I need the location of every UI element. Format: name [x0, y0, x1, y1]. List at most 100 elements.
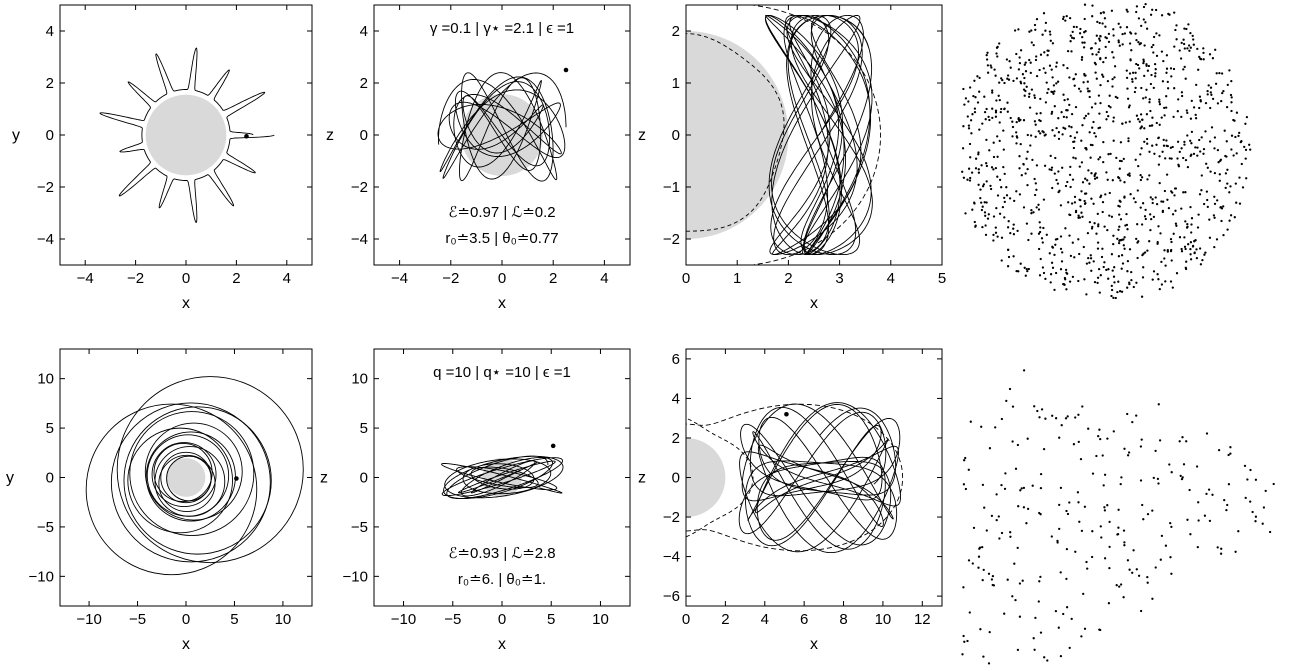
section-point [1098, 39, 1102, 42]
section-point [1044, 133, 1047, 136]
section-point [1196, 47, 1199, 51]
section-point [1048, 64, 1052, 67]
section-point [1015, 131, 1018, 134]
x-axis-label: x [810, 295, 818, 312]
section-point [1154, 566, 1157, 569]
section-point [1238, 202, 1242, 205]
section-point [1213, 171, 1217, 175]
section-point [1170, 471, 1173, 474]
section-point [1240, 162, 1243, 166]
section-point [1016, 229, 1019, 233]
section-point [1182, 191, 1185, 194]
section-point [1025, 157, 1028, 160]
section-point [1205, 162, 1208, 165]
section-point [1154, 196, 1157, 199]
section-point [982, 568, 985, 572]
section-point [1009, 116, 1012, 120]
section-point [985, 138, 988, 142]
start-point [234, 476, 239, 481]
section-point [1144, 96, 1147, 99]
section-point [1105, 110, 1108, 114]
section-point [1149, 196, 1152, 199]
section-point [1213, 245, 1216, 249]
section-point [1121, 43, 1124, 46]
x-tick-label: 5 [230, 611, 238, 628]
section-point [1118, 199, 1121, 202]
section-point [1230, 134, 1234, 137]
section-point [1139, 206, 1142, 209]
section-point [1170, 75, 1173, 78]
section-point [1207, 488, 1211, 491]
section-point [1126, 87, 1129, 90]
section-point [974, 157, 978, 160]
section-point [1050, 110, 1054, 114]
section-point [1007, 248, 1010, 252]
section-point [1123, 236, 1126, 239]
section-point [990, 578, 994, 581]
section-point [976, 75, 979, 78]
section-point [1136, 189, 1139, 192]
section-point [1142, 518, 1145, 521]
section-point [998, 81, 1001, 84]
section-point [1086, 87, 1089, 90]
section-point [1128, 282, 1131, 286]
section-point [1164, 157, 1167, 160]
section-point [1143, 74, 1146, 78]
section-point [991, 583, 994, 587]
section-point [1198, 193, 1202, 196]
section-point [1109, 152, 1112, 156]
section-point [1130, 49, 1133, 52]
y-tick-label: 10 [37, 371, 54, 388]
section-point [1110, 215, 1114, 218]
section-point [1060, 260, 1064, 263]
section-point [1066, 98, 1069, 101]
section-point [1182, 156, 1185, 160]
section-point [1120, 159, 1123, 163]
section-point [1081, 215, 1084, 218]
section-point [1122, 529, 1126, 532]
section-point [1213, 147, 1216, 150]
section-point [1072, 140, 1075, 144]
section-point [1092, 260, 1095, 263]
section-point [1198, 55, 1201, 59]
section-point [1103, 473, 1107, 476]
section-point [1017, 505, 1020, 508]
section-point [1093, 174, 1096, 178]
section-point [1038, 119, 1041, 122]
section-point [1184, 158, 1188, 162]
section-point [1144, 21, 1147, 24]
section-point [1008, 387, 1012, 391]
section-point [1006, 578, 1009, 581]
section-point [1077, 501, 1080, 504]
section-point [1138, 120, 1141, 123]
section-point [1216, 199, 1219, 202]
section-point [1190, 231, 1193, 234]
annotation-top: q =10 | q⋆ =10 | ϵ =1 [433, 364, 571, 381]
section-point [1015, 52, 1018, 56]
section-point [1026, 507, 1030, 511]
section-point [1080, 190, 1083, 193]
section-point [1122, 244, 1125, 247]
section-point [1051, 42, 1055, 45]
section-point [1140, 223, 1144, 226]
section-point [1147, 64, 1151, 68]
section-point [961, 653, 964, 656]
section-point [1080, 211, 1083, 214]
section-point [1238, 131, 1241, 135]
section-point [1146, 512, 1150, 516]
section-point [982, 655, 985, 658]
section-point [1000, 417, 1004, 421]
section-point [1127, 137, 1130, 140]
section-point [1086, 80, 1089, 83]
section-point [1149, 213, 1152, 216]
section-point [1204, 130, 1207, 133]
section-point [1077, 216, 1080, 219]
section-point [1213, 202, 1217, 206]
section-point [1038, 221, 1041, 224]
section-point [1157, 482, 1160, 485]
section-point [1218, 179, 1221, 182]
section-point [1152, 86, 1155, 90]
section-point [996, 135, 999, 138]
section-point [1128, 72, 1132, 75]
y-tick-label: 0 [46, 470, 54, 487]
